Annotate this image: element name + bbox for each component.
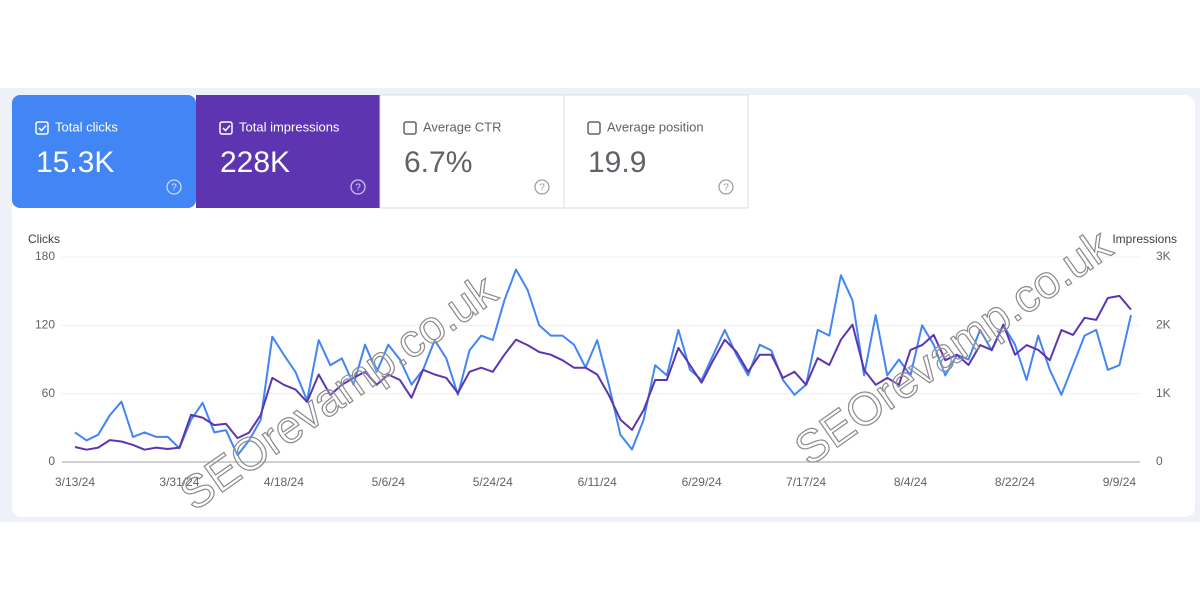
x-tick-label: 5/24/24: [473, 475, 513, 489]
x-tick-label: 9/9/24: [1103, 475, 1137, 489]
help-glyph: ?: [171, 183, 177, 194]
y-tick-label: 60: [42, 386, 56, 400]
metric-label: Average CTR: [423, 119, 502, 134]
y2-tick-label: 1K: [1156, 386, 1171, 400]
y-tick-label: 120: [35, 318, 55, 332]
help-icon: [534, 179, 550, 195]
series-line: [74, 268, 1132, 457]
metric-value: 19.9: [588, 146, 646, 179]
y2-axis-title: Impressions: [1112, 232, 1177, 246]
card-bg: [379, 94, 565, 209]
y-tick-label: 180: [35, 249, 55, 263]
x-tick-label: 4/18/24: [264, 475, 304, 489]
metric-label: Total clicks: [55, 119, 118, 134]
metric-card[interactable]: Total clicks 15.3K?: [12, 95, 196, 208]
x-tick-label: 8/4/24: [894, 475, 928, 489]
help-glyph: ?: [723, 183, 729, 194]
help-glyph: ?: [539, 183, 545, 194]
series-line: [74, 294, 1132, 451]
card-bg: [563, 94, 749, 209]
card-bg: [196, 95, 380, 208]
x-tick-label: 5/6/24: [372, 475, 406, 489]
y-axis-title: Clicks: [28, 232, 60, 246]
x-tick-label: 8/22/24: [995, 475, 1035, 489]
check-mark: [38, 124, 47, 132]
x-tick-label: 3/13/24: [55, 475, 95, 489]
x-tick-label: 3/31/24: [159, 475, 199, 489]
metric-card[interactable]: Average CTR 6.7%?: [379, 94, 565, 209]
metric-card[interactable]: Total impressions 228K?: [196, 95, 380, 208]
metric-value: 15.3K: [36, 146, 114, 179]
checkbox: [403, 121, 417, 135]
help-icon: [350, 179, 366, 195]
metric-value: 228K: [220, 146, 290, 179]
help-icon: [166, 179, 182, 195]
help-icon: [718, 179, 734, 195]
x-tick-label: 7/17/24: [786, 475, 826, 489]
metric-value: 6.7%: [404, 146, 472, 179]
card-bg: [12, 95, 196, 208]
check-mark: [222, 124, 231, 132]
help-glyph: ?: [355, 183, 361, 194]
x-tick-label: 6/11/24: [578, 475, 617, 489]
checkbox: [587, 121, 601, 135]
y2-tick-label: 0: [1156, 454, 1163, 468]
metric-card[interactable]: Average position 19.9?: [563, 94, 749, 209]
metric-label: Average position: [607, 119, 704, 134]
x-tick-label: 6/29/24: [682, 475, 722, 489]
y2-tick-label: 3K: [1156, 249, 1171, 263]
y-tick-label: 0: [48, 454, 55, 468]
y2-tick-label: 2K: [1156, 318, 1171, 332]
metric-label: Total impressions: [239, 119, 340, 134]
checkbox: [219, 121, 233, 135]
checkbox: [35, 121, 49, 135]
